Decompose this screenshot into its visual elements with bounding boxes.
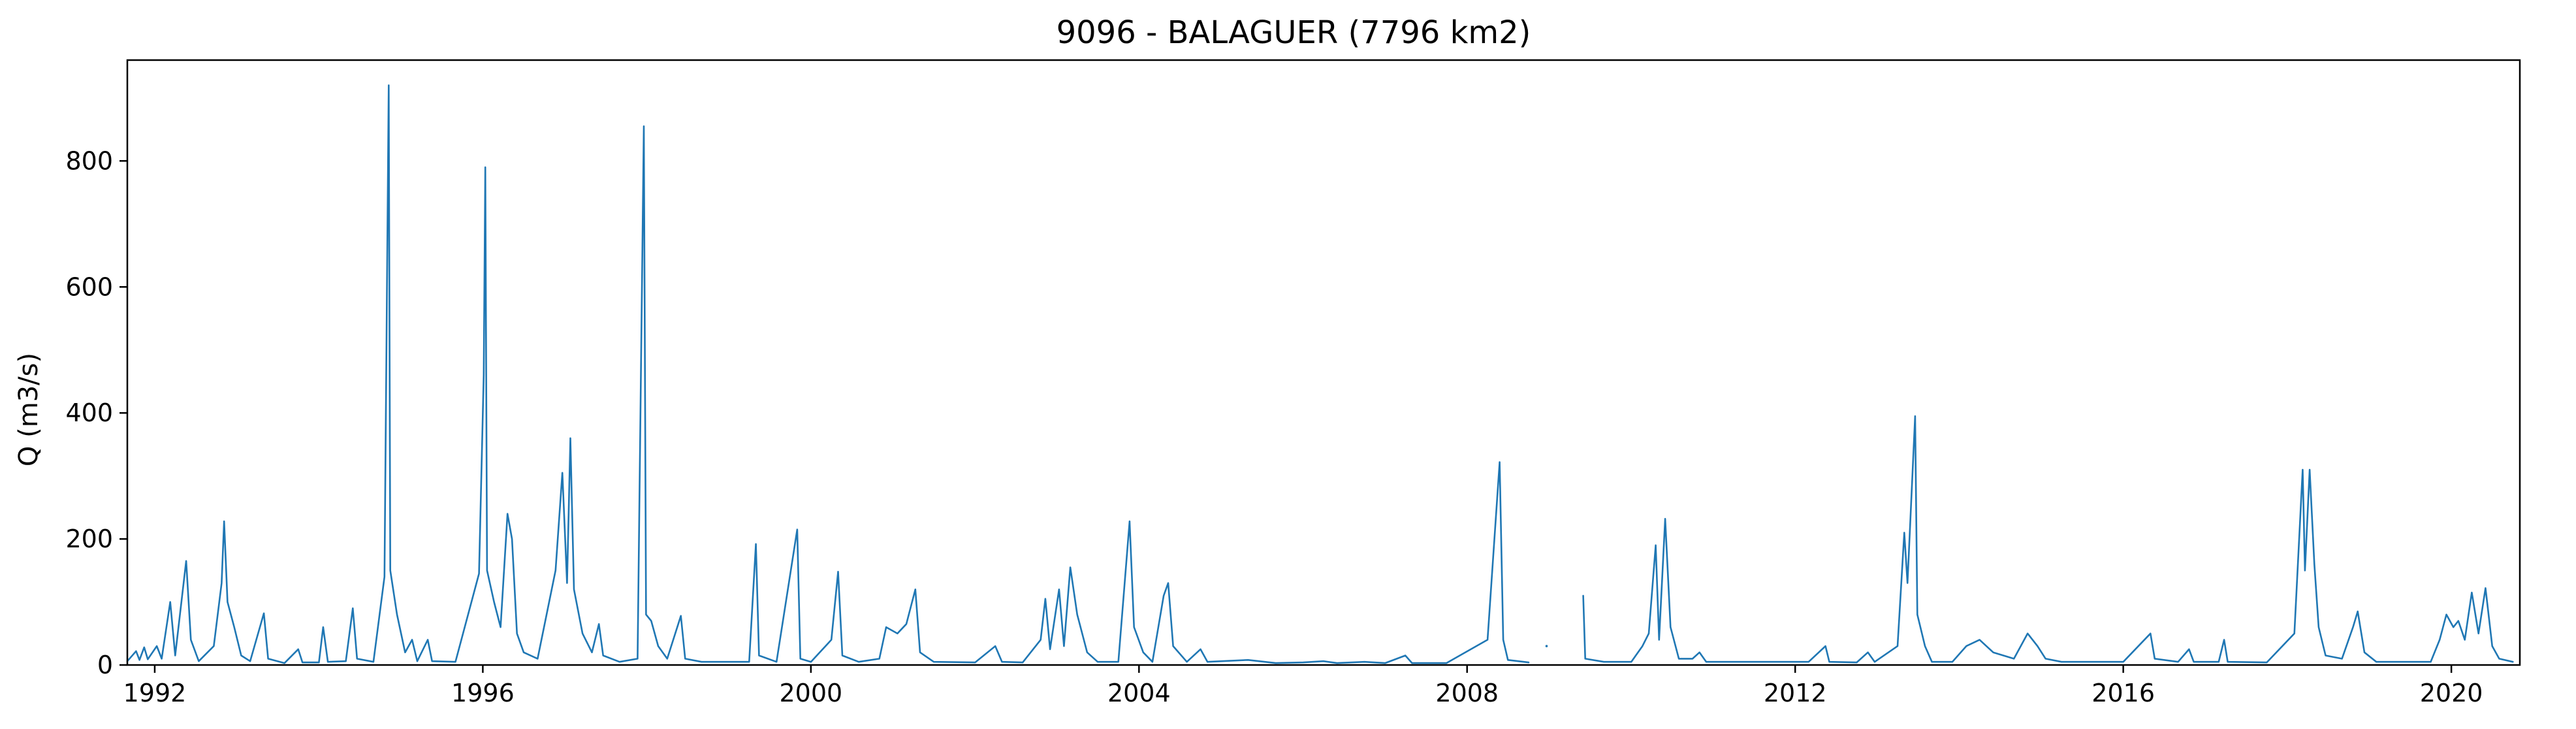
- x-tick-label: 2008: [1435, 679, 1499, 707]
- x-tick-label: 2012: [1764, 679, 1827, 707]
- x-tick-label: 1996: [451, 679, 515, 707]
- series-line-segment: [1582, 415, 2514, 664]
- series-layer: [126, 84, 2514, 664]
- y-tick-label: 400: [65, 398, 113, 427]
- x-tick-label: 2020: [2420, 679, 2483, 707]
- x-tick-label: 2004: [1107, 679, 1171, 707]
- x-tick-label: 2000: [779, 679, 842, 707]
- y-tick-label: 800: [65, 146, 113, 175]
- y-tick-label: 0: [97, 651, 113, 679]
- plot-frame: [126, 59, 2521, 666]
- x-axis-ticks: 1992 1996 2000 2004 2008 2012 2016 2020: [123, 665, 2483, 707]
- series-line-segment: [126, 84, 1530, 664]
- x-tick-label: 2016: [2091, 679, 2155, 707]
- chart-title: 9096 - BALAGUER (7796 km2): [1057, 14, 1531, 51]
- data-point: [1545, 645, 1548, 647]
- y-axis-label: Q (m3/s): [14, 353, 44, 466]
- y-tick-label: 600: [65, 272, 113, 301]
- y-tick-label: 200: [65, 525, 113, 553]
- y-axis-ticks: 0 200 400 600 800: [65, 146, 127, 679]
- x-tick-label: 1992: [123, 679, 187, 707]
